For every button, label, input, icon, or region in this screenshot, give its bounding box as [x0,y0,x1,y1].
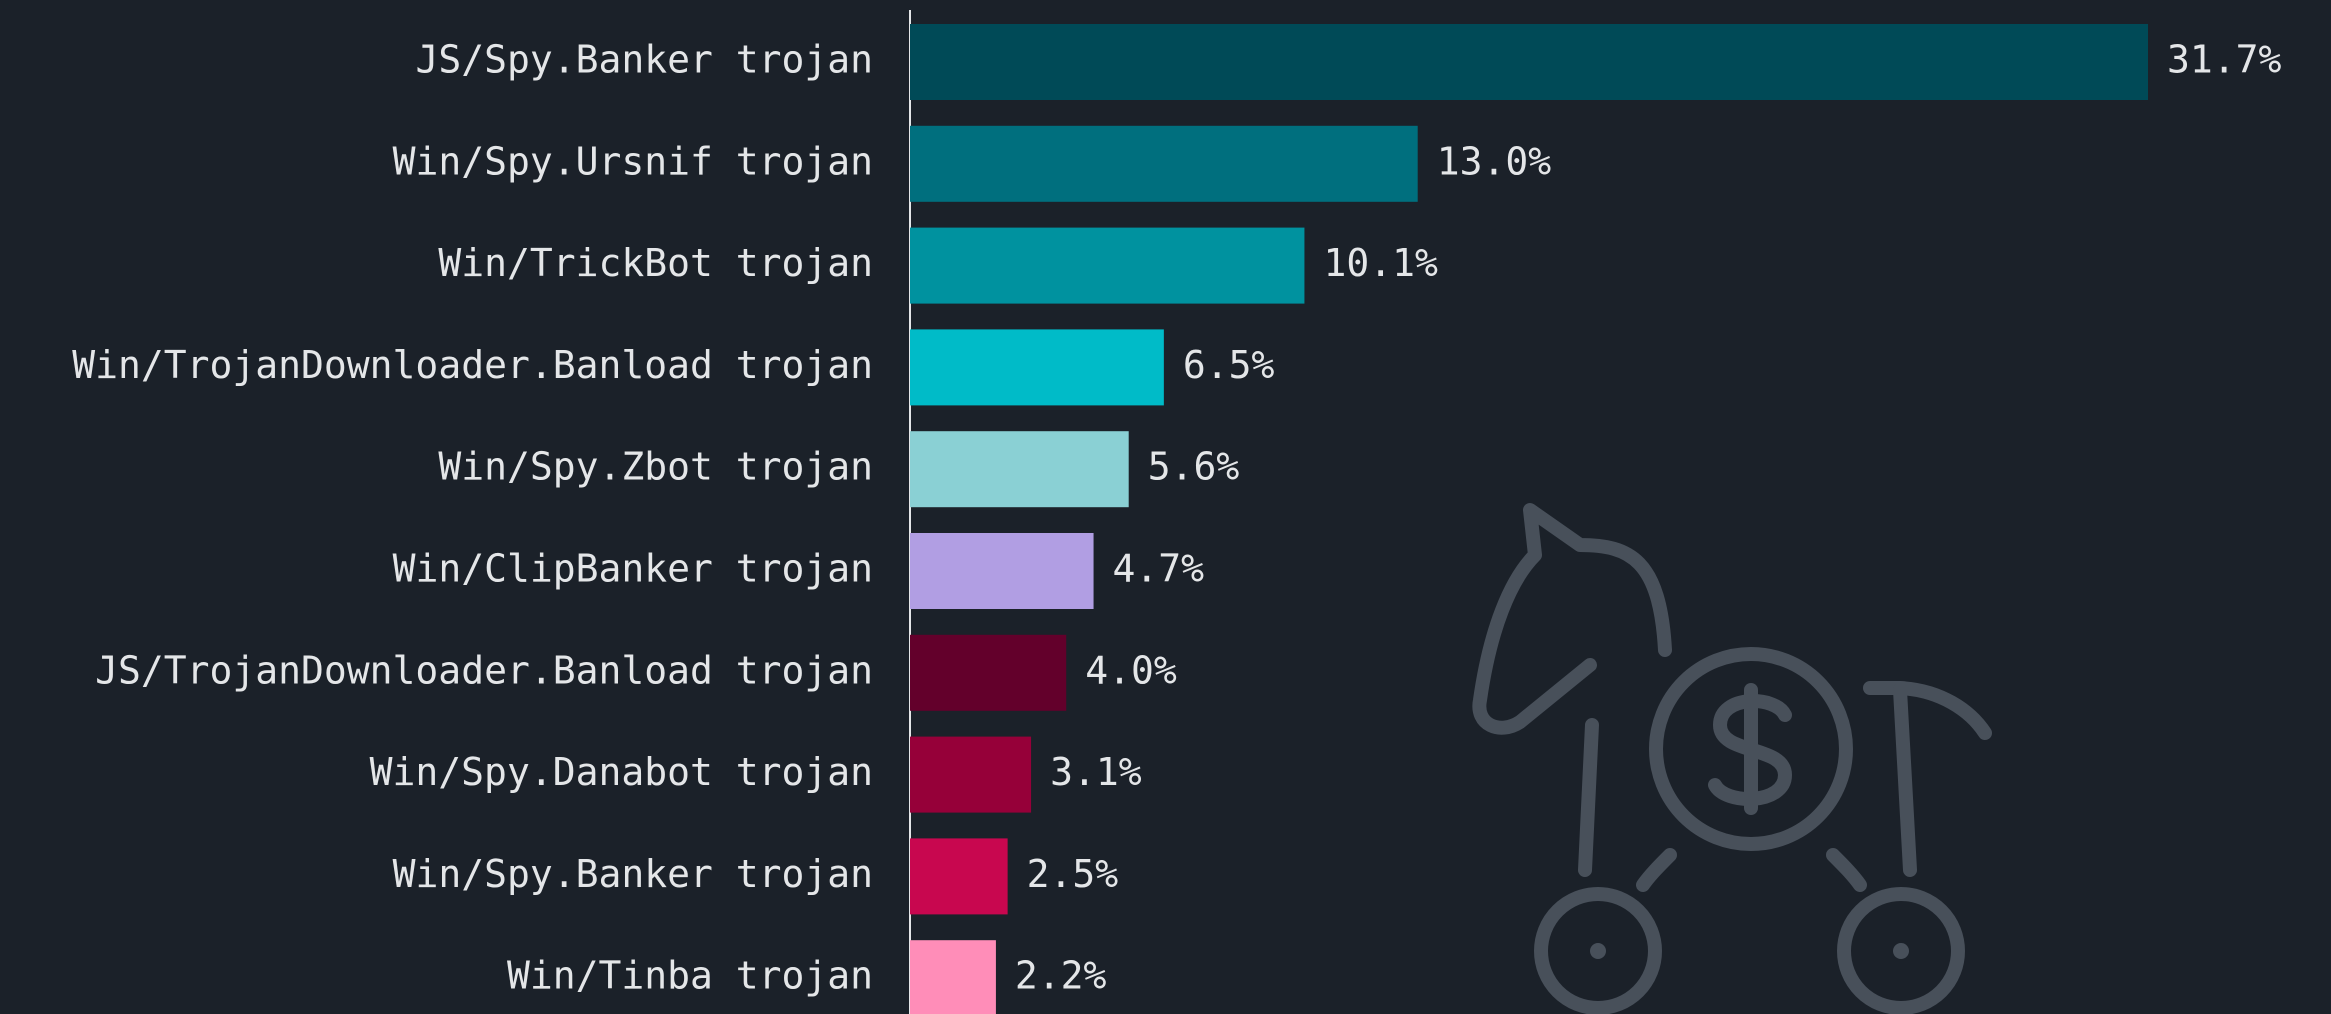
value-label: 13.0% [1437,139,1552,183]
trojan-horse-icon [1472,503,1992,1014]
category-label: Win/Tinba trojan [507,954,873,998]
value-label: 5.6% [1148,445,1240,489]
value-label: 6.5% [1183,343,1275,387]
bar [910,24,2148,100]
value-label: 2.2% [1015,954,1107,998]
bar [910,838,1008,915]
category-label: Win/TrickBot trojan [438,241,873,285]
wheel-hub [1590,943,1606,959]
category-label: Win/TrojanDownloader.Banload trojan [72,343,873,387]
bar [910,431,1129,508]
category-label: Win/Spy.Ursnif trojan [393,139,873,183]
wheel-hub [1893,943,1909,959]
value-label: 2.5% [1027,852,1119,896]
value-label: 4.0% [1085,648,1177,692]
category-label: Win/Spy.Zbot trojan [438,445,873,489]
value-label: 31.7% [2167,38,2282,82]
category-label: Win/Spy.Banker trojan [393,852,873,896]
bar [910,940,996,1014]
bar [910,125,1418,202]
category-label: JS/Spy.Banker trojan [415,38,873,82]
category-label: Win/Spy.Danabot trojan [370,750,873,794]
value-label: 10.1% [1323,241,1438,285]
bar [910,227,1305,304]
bar [910,736,1032,813]
category-label: JS/TrojanDownloader.Banload trojan [95,648,873,692]
bar [910,533,1094,609]
category-label: Win/ClipBanker trojan [393,547,873,591]
value-label: 4.7% [1113,547,1205,591]
value-label: 3.1% [1050,750,1142,794]
bar [910,634,1067,711]
bar [910,329,1164,406]
